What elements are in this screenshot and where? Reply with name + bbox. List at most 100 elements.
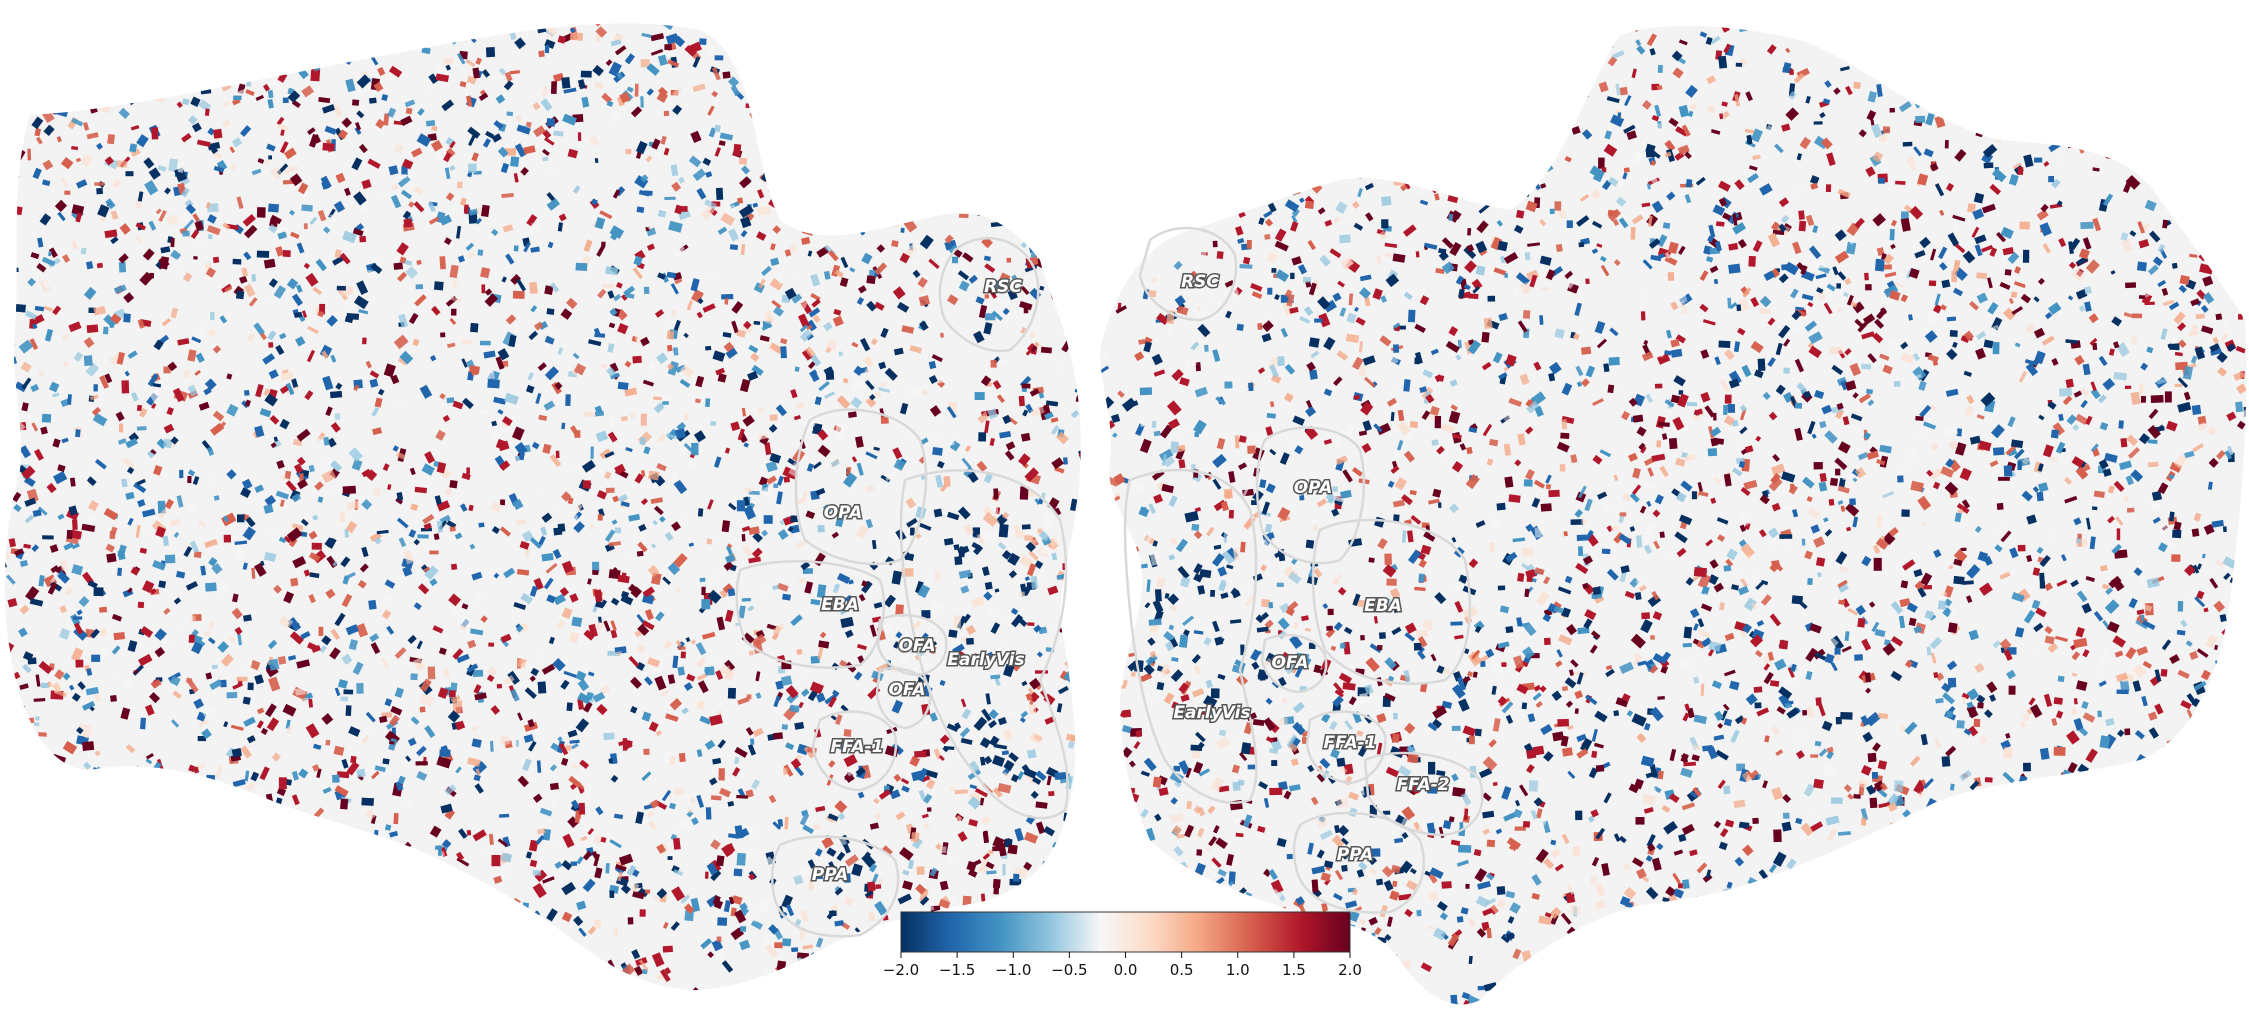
activation-patch — [52, 471, 68, 485]
activation-patch — [1008, 752, 1019, 763]
activation-patch — [410, 503, 419, 512]
activation-patch — [368, 97, 377, 104]
activation-patch — [617, 381, 629, 390]
activation-patch — [28, 916, 37, 925]
activation-patch — [267, 525, 276, 533]
activation-patch — [1997, 112, 2009, 120]
activation-patch — [630, 848, 637, 855]
activation-patch — [984, 313, 996, 321]
activation-patch — [466, 3, 474, 11]
activation-patch — [4, 140, 10, 150]
activation-patch — [188, 874, 203, 888]
activation-patch — [249, 659, 261, 671]
activation-patch — [482, 966, 493, 977]
activation-patch — [2222, 756, 2236, 769]
activation-patch — [996, 211, 1008, 224]
activation-patch — [130, 392, 139, 402]
activation-patch — [1956, 978, 1968, 989]
activation-patch — [1051, 271, 1057, 279]
activation-patch — [2231, 706, 2241, 720]
activation-patch — [618, 493, 629, 503]
activation-patch — [4, 47, 10, 58]
activation-patch — [417, 534, 429, 539]
activation-patch — [109, 869, 119, 879]
activation-patch — [784, 816, 789, 830]
activation-patch — [718, 768, 725, 781]
activation-patch — [72, 519, 78, 530]
activation-patch — [2174, 383, 2183, 388]
activation-patch — [9, 813, 15, 819]
activation-patch — [1052, 73, 1066, 81]
activation-patch — [609, 109, 621, 123]
activation-patch — [430, 355, 437, 362]
activation-patch — [93, 384, 98, 392]
activation-patch — [534, 869, 548, 883]
activation-patch — [2150, 114, 2161, 125]
activation-patch — [440, 332, 446, 338]
activation-patch — [157, 165, 167, 172]
activation-patch — [1001, 65, 1011, 75]
activation-patch — [572, 515, 579, 524]
activation-patch — [2222, 526, 2227, 533]
activation-patch — [1956, 26, 1965, 34]
activation-patch — [1412, 102, 1421, 114]
activation-patch — [1939, 932, 1948, 943]
activation-patch — [2182, 922, 2191, 928]
activation-patch — [429, 550, 439, 555]
activation-patch — [953, 615, 962, 629]
activation-patch — [61, 789, 69, 800]
activation-patch — [1022, 149, 1027, 156]
activation-patch — [1333, 161, 1343, 173]
activation-patch — [966, 89, 973, 97]
activation-patch — [1223, 27, 1232, 35]
activation-patch — [1041, 237, 1052, 248]
activation-patch — [37, 836, 46, 845]
activation-patch — [86, 261, 94, 270]
activation-patch — [1773, 829, 1782, 843]
activation-patch — [155, 87, 165, 97]
activation-patch — [13, 503, 22, 512]
activation-patch — [976, 210, 982, 216]
activation-patch — [869, 393, 876, 401]
activation-patch — [491, 855, 501, 867]
activation-patch — [799, 868, 809, 876]
activation-patch — [213, 495, 220, 501]
activation-patch — [716, 949, 725, 960]
activation-patch — [1644, 967, 1651, 974]
activation-patch — [4, 264, 6, 274]
activation-patch — [207, 233, 213, 240]
activation-patch — [1945, 944, 1959, 958]
activation-patch — [1783, 908, 1795, 919]
activation-patch — [4, 395, 10, 412]
activation-patch — [571, 616, 583, 628]
activation-patch — [1581, 43, 1593, 54]
activation-patch — [103, 507, 119, 521]
activation-patch — [736, 794, 748, 799]
activation-patch — [1003, 771, 1010, 779]
activation-patch — [791, 966, 804, 974]
activation-patch — [547, 169, 556, 176]
activation-patch — [1958, 820, 1969, 832]
activation-patch — [478, 23, 492, 35]
activation-patch — [374, 967, 381, 974]
activation-patch — [4, 260, 13, 271]
activation-patch — [743, 23, 756, 25]
activation-patch — [1845, 25, 1857, 30]
activation-patch — [867, 4, 874, 12]
activation-patch — [1321, 101, 1330, 109]
activation-patch — [450, 563, 458, 570]
activation-patch — [575, 262, 588, 271]
activation-patch — [2185, 214, 2192, 227]
activation-patch — [78, 596, 90, 608]
activation-patch — [990, 674, 1001, 680]
activation-patch — [1027, 622, 1035, 626]
activation-patch — [854, 89, 862, 98]
activation-patch — [2011, 783, 2020, 792]
activation-patch — [806, 463, 814, 473]
activation-patch — [166, 903, 177, 915]
activation-patch — [2122, 836, 2128, 844]
activation-patch — [32, 999, 41, 1007]
activation-patch — [1467, 228, 1472, 236]
activation-patch — [395, 24, 405, 37]
activation-patch — [436, 976, 447, 989]
